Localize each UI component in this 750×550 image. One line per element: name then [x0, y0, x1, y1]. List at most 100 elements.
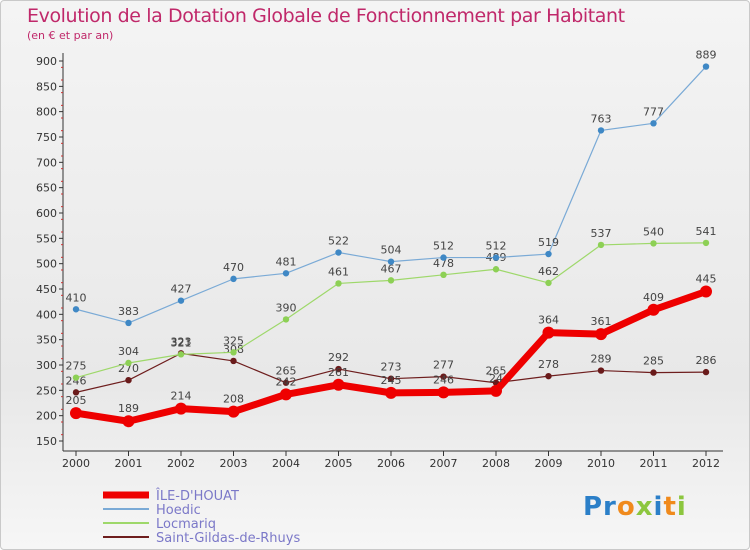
data-point [387, 258, 395, 265]
data-label: 390 [276, 301, 297, 314]
data-point [702, 368, 710, 376]
data-label: 205 [66, 394, 87, 407]
x-tick-label: 2007 [430, 457, 458, 470]
data-point [490, 384, 502, 397]
data-point [650, 369, 657, 376]
data-point [650, 120, 657, 127]
y-tick-label: 450 [36, 283, 57, 296]
data-point [177, 297, 185, 304]
data-point [72, 389, 80, 396]
y-tick-label: 750 [36, 131, 57, 144]
data-point [335, 365, 342, 373]
data-point [650, 240, 657, 247]
data-label: 242 [276, 375, 297, 388]
data-point [230, 275, 237, 283]
x-tick-label: 2003 [220, 457, 248, 470]
data-point [597, 241, 605, 249]
data-point [440, 373, 447, 380]
data-point [282, 379, 290, 386]
data-label: 541 [696, 225, 717, 238]
data-point [70, 407, 82, 420]
y-tick-label: 850 [36, 80, 57, 93]
chart-subtitle: (en € et par an) [27, 29, 114, 42]
data-label: 383 [118, 305, 139, 318]
y-tick-label: 600 [36, 207, 57, 220]
data-label: 410 [66, 291, 87, 304]
data-label: 777 [643, 105, 664, 118]
data-point [230, 349, 237, 356]
data-label: 292 [328, 351, 349, 364]
y-tick-label: 700 [36, 156, 57, 169]
data-point [177, 351, 185, 358]
data-point [545, 250, 552, 258]
legend-label: Locmariq [156, 517, 216, 532]
data-label: 512 [433, 240, 454, 253]
y-tick-label: 200 [36, 410, 57, 423]
proxiti-logo: Proxiti [583, 492, 687, 522]
data-label: 321 [171, 336, 192, 349]
data-label: 285 [643, 355, 664, 368]
y-tick-label: 150 [36, 435, 57, 448]
data-point [125, 319, 132, 327]
y-tick-label: 500 [36, 258, 57, 271]
data-label: 462 [538, 265, 559, 278]
data-label: 481 [276, 255, 297, 268]
y-tick-label: 300 [36, 359, 57, 372]
y-tick-label: 400 [36, 308, 57, 321]
data-label: 763 [591, 112, 612, 125]
data-point [700, 285, 712, 298]
y-tick-label: 650 [36, 182, 57, 195]
data-point [72, 306, 80, 313]
data-point [335, 280, 342, 287]
data-label: 323 [171, 335, 192, 348]
data-point [332, 378, 345, 391]
data-label: 304 [118, 345, 139, 358]
data-point [125, 359, 132, 367]
data-point [282, 316, 290, 323]
data-point [542, 326, 555, 339]
data-label: 245 [381, 374, 402, 387]
data-point [280, 388, 292, 401]
data-label: 461 [328, 265, 349, 278]
data-point [647, 303, 660, 316]
legend-label: Hoedic [156, 503, 201, 518]
y-tick-label: 900 [36, 55, 57, 68]
data-point [387, 277, 395, 284]
x-tick-label: 2005 [325, 457, 353, 470]
data-point [227, 405, 240, 418]
x-tick-label: 2001 [115, 457, 143, 470]
data-label: 467 [381, 262, 402, 275]
data-label: 275 [66, 360, 87, 373]
data-point [335, 249, 342, 256]
data-label: 278 [538, 358, 559, 371]
data-label: 325 [223, 334, 244, 347]
x-tick-label: 2004 [272, 457, 300, 470]
x-tick-label: 2011 [640, 457, 668, 470]
data-label: 361 [591, 315, 612, 328]
data-point [440, 271, 447, 279]
data-label: 189 [118, 402, 139, 415]
data-point [545, 279, 552, 287]
data-point [702, 63, 710, 70]
x-tick-label: 2006 [377, 457, 405, 470]
data-label: 273 [381, 361, 402, 374]
data-point [597, 367, 605, 374]
y-tick-label: 350 [36, 334, 57, 347]
data-point [125, 377, 132, 384]
data-point [437, 386, 450, 399]
data-label: 540 [643, 225, 664, 238]
data-label: 504 [381, 244, 402, 257]
data-label: 470 [223, 261, 244, 274]
data-point [597, 127, 605, 134]
x-tick-label: 2008 [482, 457, 510, 470]
data-point [440, 254, 447, 261]
data-label: 409 [643, 291, 664, 304]
data-point [492, 254, 500, 261]
data-label: 537 [591, 227, 612, 240]
data-label: 289 [591, 353, 612, 366]
x-tick-label: 2002 [167, 457, 195, 470]
chart-title: Evolution de la Dotation Globale de Fonc… [27, 5, 625, 27]
data-point [385, 386, 397, 399]
data-label: 265 [486, 365, 507, 378]
